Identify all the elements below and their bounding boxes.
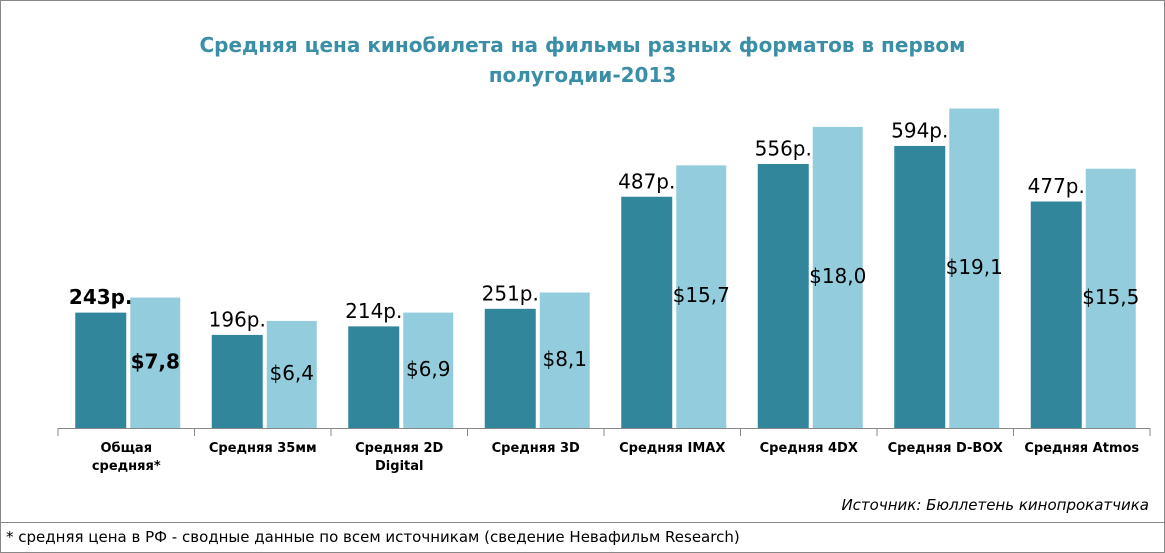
data-label: 477р. (1028, 174, 1085, 198)
x-tick-label: Средняя 4DX (759, 441, 858, 456)
data-label: 251р. (482, 281, 539, 305)
x-tick-label: Средняя IMAX (619, 441, 726, 456)
bar (1085, 168, 1136, 428)
bar (75, 312, 127, 428)
x-tick-label: Средняя 35мм (208, 441, 317, 456)
x-tick-label: Средняя D-BOX (887, 441, 1003, 456)
bar (130, 297, 181, 428)
data-label: $6,9 (406, 357, 451, 381)
data-label: $15,5 (1082, 285, 1139, 309)
bar (484, 308, 536, 428)
bar (621, 196, 673, 428)
bar (757, 163, 809, 428)
data-label: $8,1 (542, 347, 587, 371)
x-tick-label: Средняя Atmos (1024, 441, 1140, 456)
footnote: * средняя цена в РФ - сводные данные по … (6, 528, 740, 546)
x-tick-label: Общая средняя* (91, 441, 161, 474)
data-label: $18,0 (809, 264, 866, 288)
data-label: $15,7 (673, 283, 730, 307)
data-label: 196р. (209, 307, 266, 331)
data-label: $6,4 (269, 361, 314, 385)
x-tick-label: Средняя 3D (491, 441, 580, 456)
bar (949, 108, 1000, 428)
bar (894, 145, 946, 428)
bar (812, 126, 863, 428)
source: Источник: Бюллетень кинопрокатчика (841, 496, 1149, 514)
chart-title: Средняя цена кинобилета на фильмы разных… (199, 33, 966, 87)
bar (348, 326, 400, 428)
data-label: $7,8 (131, 349, 180, 373)
bar (403, 312, 454, 428)
bar (676, 165, 727, 428)
bar (539, 292, 590, 428)
data-label: 243р. (69, 285, 133, 309)
data-label: $19,1 (946, 255, 1003, 279)
data-label: 556р. (755, 136, 812, 160)
bar (1030, 201, 1082, 428)
data-label: 594р. (891, 118, 948, 142)
bar (211, 334, 263, 428)
x-tick-label: Средняя 2D Digital (355, 441, 444, 474)
bar (266, 320, 317, 428)
data-label: 487р. (618, 169, 675, 193)
data-label: 214р. (345, 299, 402, 323)
